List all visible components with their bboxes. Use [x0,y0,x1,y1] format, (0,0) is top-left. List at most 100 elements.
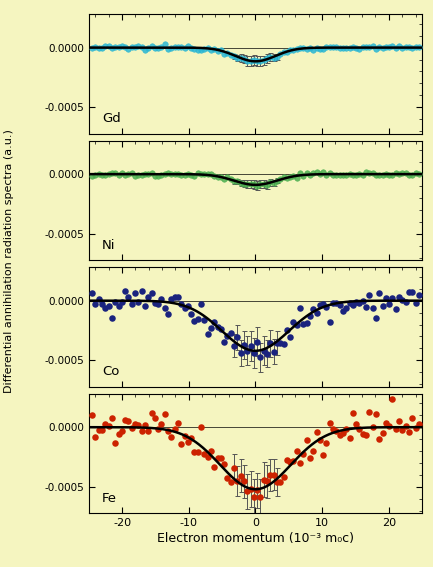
Point [307,170,313,179]
Point [267,338,274,348]
Point [333,298,340,307]
Point [148,41,155,50]
Point [396,417,403,426]
Point [161,410,168,419]
Point [197,423,204,432]
Text: Gd: Gd [102,112,121,125]
Point [310,446,317,455]
Point [152,298,158,307]
Point [303,169,310,178]
Point [227,175,234,184]
Point [99,171,106,180]
Point [161,40,168,49]
Point [158,294,165,303]
Point [290,45,297,54]
Point [161,304,168,313]
Point [211,462,218,471]
Point [191,44,198,53]
Point [122,42,129,51]
Point [287,173,294,182]
Point [178,300,185,309]
Point [274,338,281,348]
Point [405,428,412,437]
Point [386,170,393,179]
Point [108,413,115,422]
Point [336,300,343,309]
Point [313,428,320,437]
Point [132,420,139,429]
Point [244,346,251,356]
Point [230,52,237,61]
Point [359,430,366,439]
Point [99,300,106,309]
Point [349,408,356,417]
Point [207,446,214,455]
Point [339,429,346,438]
Point [320,167,326,176]
Point [330,43,336,52]
Point [372,314,379,323]
Point [128,424,135,433]
Point [352,170,359,179]
Point [352,298,359,307]
Point [95,170,102,179]
Point [89,43,96,52]
Point [197,45,204,54]
Point [300,43,307,52]
Point [125,416,132,425]
Point [135,42,142,51]
Point [297,169,304,178]
Point [260,56,267,65]
Point [409,44,416,53]
Point [343,44,350,53]
Point [307,453,313,462]
Point [155,300,162,309]
Point [95,294,102,303]
Point [356,44,363,53]
Point [409,287,416,297]
Point [194,45,201,54]
Point [405,287,412,297]
Point [112,297,119,306]
Point [293,45,300,54]
Point [201,44,208,53]
Point [194,168,201,177]
Point [89,171,96,180]
Point [105,170,112,179]
Point [95,425,102,434]
Point [102,304,109,313]
Point [409,171,416,180]
Point [214,323,221,332]
Point [224,173,231,182]
Point [187,434,194,443]
Point [240,477,247,486]
Point [317,169,323,178]
Point [300,171,307,180]
Point [293,173,300,182]
Point [118,42,125,51]
Point [184,301,191,310]
Point [290,456,297,466]
Point [221,49,228,58]
Point [317,435,323,445]
Point [230,463,237,472]
Point [128,43,135,52]
Point [181,303,188,312]
Point [108,314,115,323]
Point [333,426,340,435]
Point [270,53,277,62]
Point [270,470,277,479]
Point [402,43,409,52]
Text: Co: Co [102,365,120,378]
Point [132,288,139,297]
Point [191,317,198,326]
Point [224,474,231,483]
Point [409,413,416,422]
Point [122,286,129,295]
Point [277,49,284,58]
Point [356,170,363,179]
Point [366,42,373,51]
Point [339,171,346,180]
Point [405,171,412,180]
Point [317,44,323,53]
